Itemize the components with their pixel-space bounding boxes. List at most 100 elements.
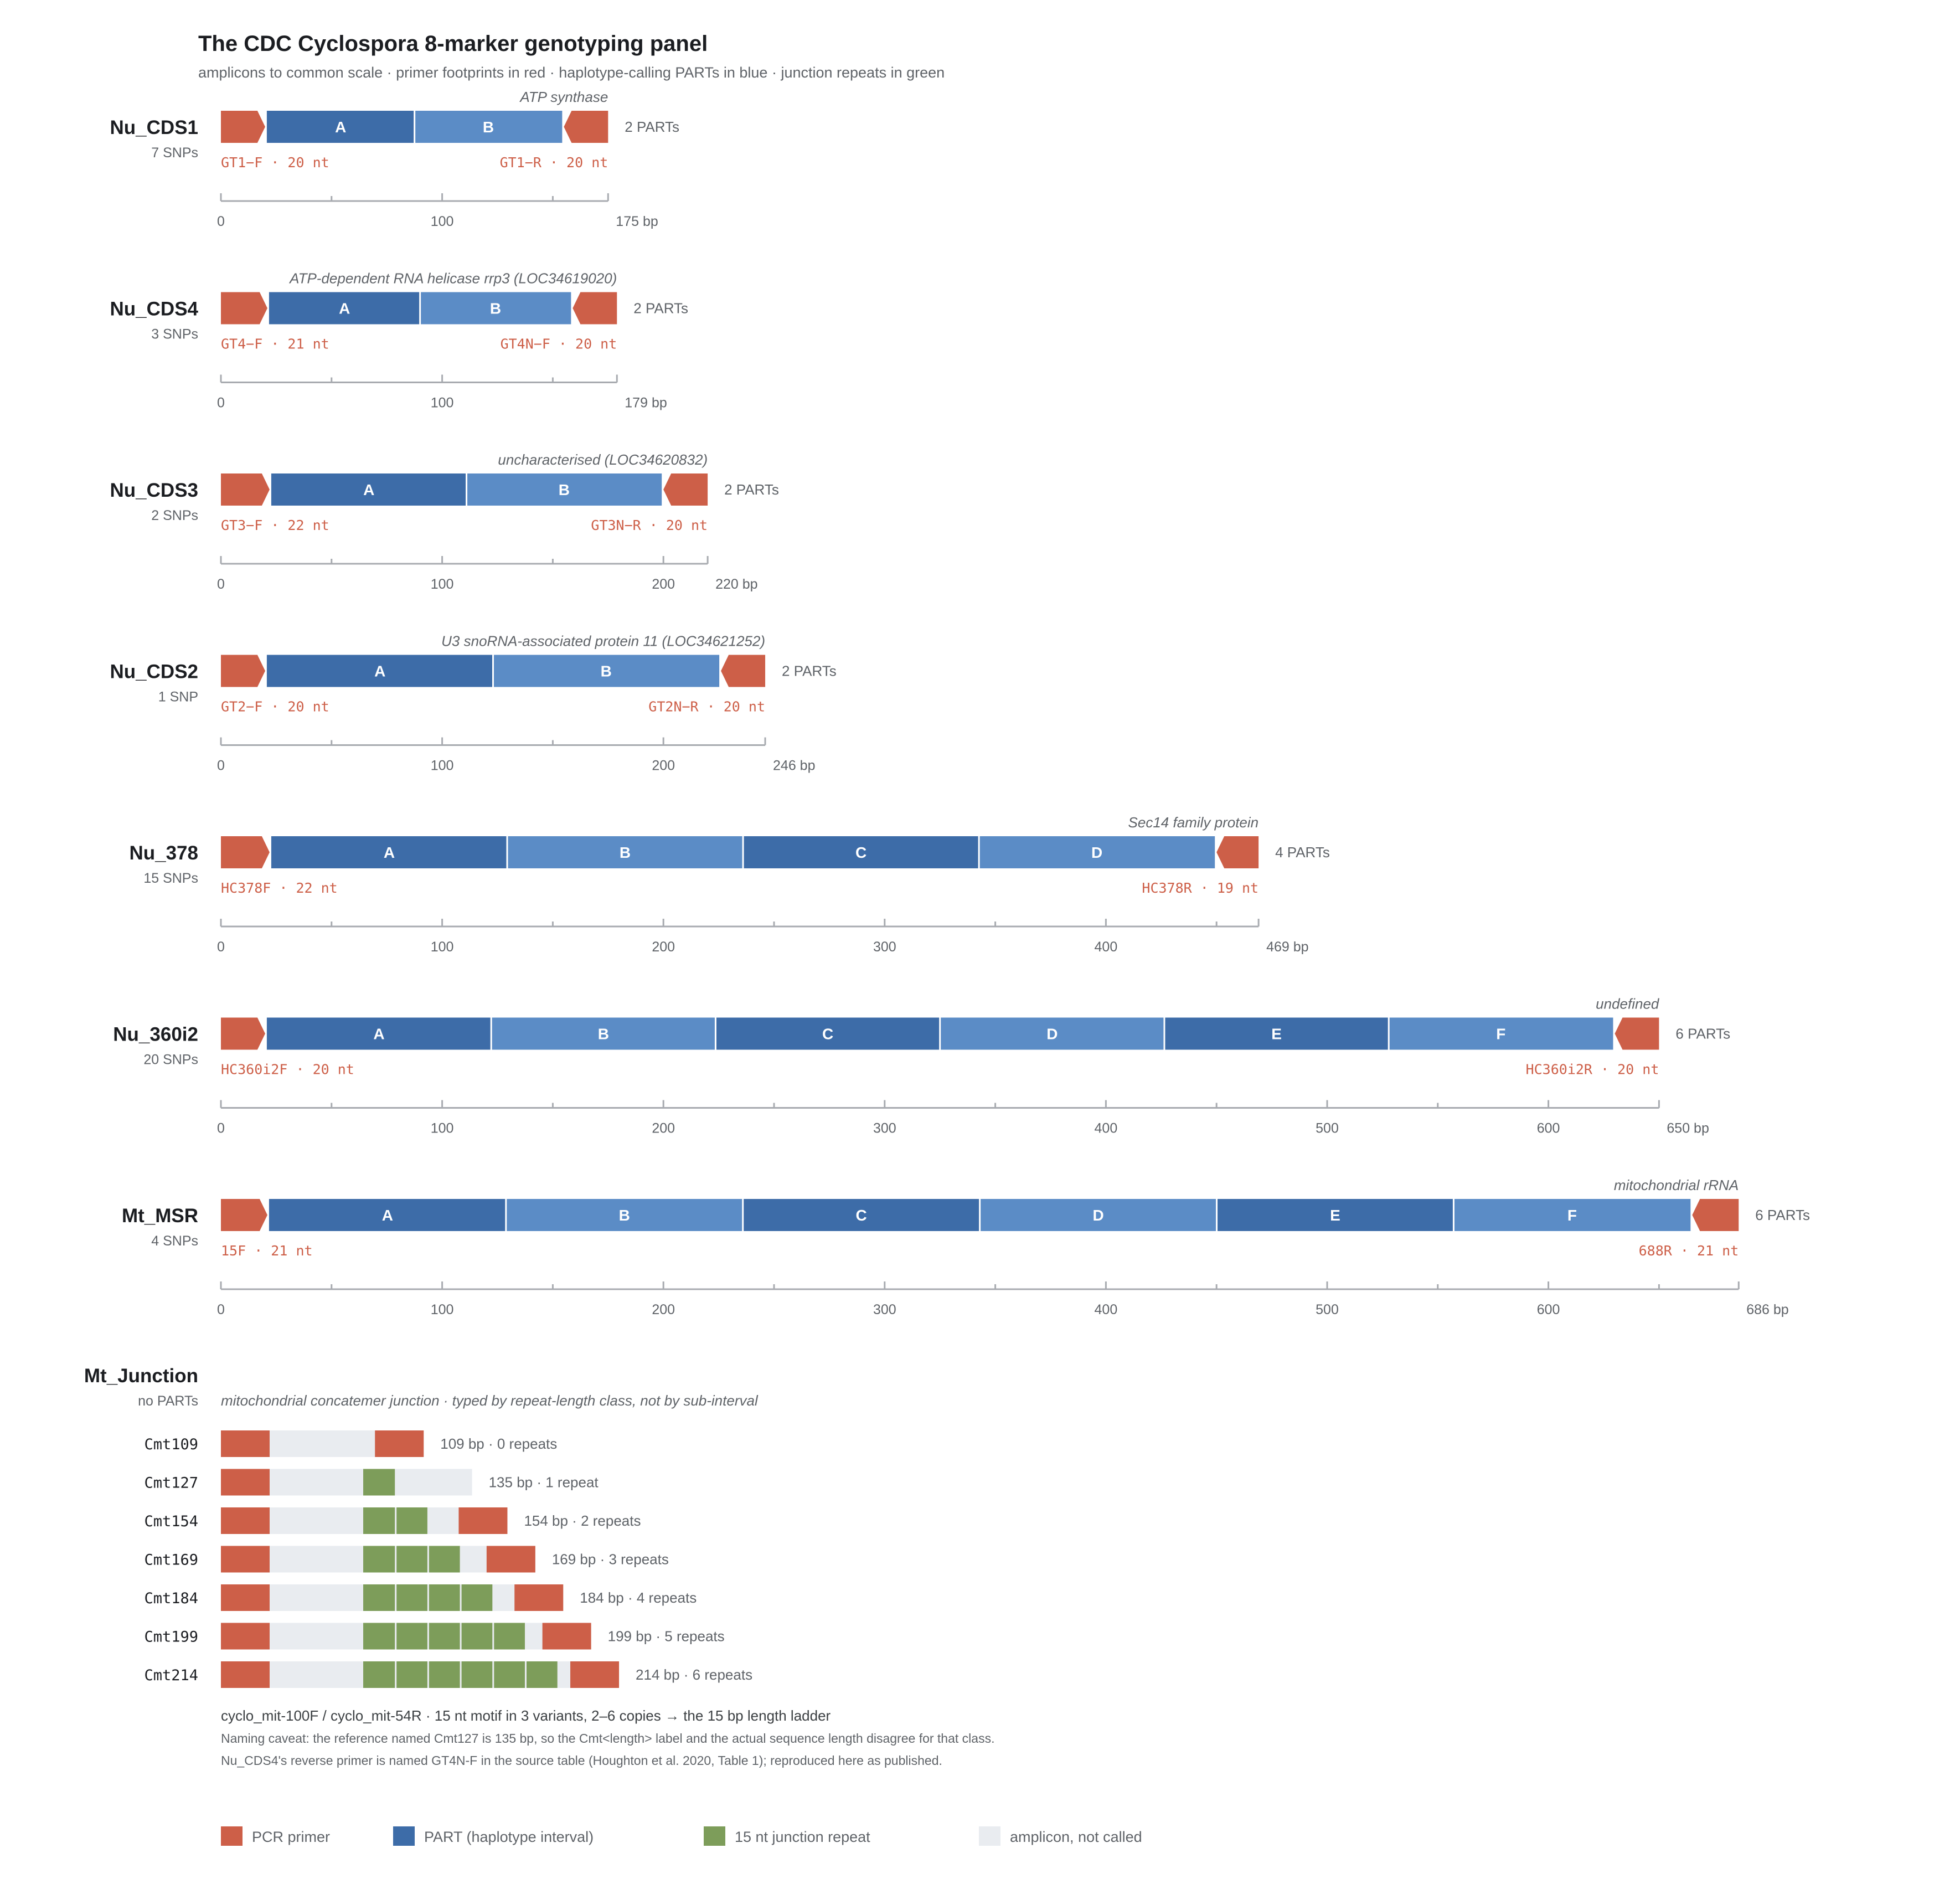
forward-primer [221, 1199, 267, 1231]
part-segment [979, 836, 1215, 868]
part-segment [266, 111, 414, 143]
tick-label: 100 [431, 395, 454, 411]
part-label: A [382, 1207, 393, 1224]
reverse-primer-label: HC378R · 19 nt [1142, 880, 1258, 896]
tick-label: 0 [217, 576, 225, 592]
part-segment [415, 111, 563, 143]
part-segment [269, 292, 420, 325]
gene-annotation: undefined [1596, 996, 1660, 1012]
part-label: B [598, 1026, 609, 1043]
forward-primer [221, 1661, 270, 1688]
junction-repeat [363, 1623, 395, 1650]
marker-name: Mt_MSR [122, 1205, 198, 1227]
junction-allele-row: Cmt199 199 bp · 5 repeats [144, 1623, 725, 1650]
reverse-primer [514, 1584, 564, 1611]
legend-label: PCR primer [252, 1829, 330, 1845]
parts-count: 4 PARTs [1275, 844, 1330, 861]
part-label: A [339, 300, 350, 317]
marker-name: Nu_CDS4 [110, 298, 199, 320]
junction-repeat [363, 1469, 395, 1496]
gene-annotation: ATP-dependent RNA helicase rrp3 (LOC3461… [288, 270, 617, 287]
part-label: A [373, 1026, 384, 1043]
figure-title: The CDC Cyclospora 8-marker genotyping p… [198, 32, 708, 56]
part-label: A [363, 481, 374, 498]
forward-primer [221, 292, 267, 325]
forward-primer [221, 1430, 270, 1457]
junction-repeat [429, 1546, 460, 1573]
part-label: A [384, 844, 395, 861]
reverse-primer [458, 1507, 508, 1534]
forward-primer [221, 655, 265, 687]
allele-size-label: 109 bp · 0 repeats [440, 1435, 557, 1452]
tick-label: 400 [1095, 1121, 1118, 1136]
tick-label: 400 [1095, 939, 1118, 955]
part-label: B [619, 1207, 630, 1224]
reverse-primer [570, 1661, 620, 1688]
figure-subtitle: amplicons to common scale · primer footp… [198, 64, 945, 81]
tick-label: 100 [431, 1302, 454, 1317]
junction-description: mitochondrial concatemer junction · type… [221, 1392, 759, 1409]
legend-item: PCR primer [221, 1826, 330, 1846]
amplicon-length-label: 175 bp [616, 214, 658, 229]
part-segment [744, 836, 978, 868]
forward-primer [221, 836, 270, 868]
marker-name: Nu_360i2 [113, 1024, 198, 1046]
junction-repeat [363, 1507, 395, 1534]
marker-name: Nu_CDS2 [110, 661, 198, 683]
junction-repeat [396, 1507, 427, 1534]
forward-primer-label: 15F · 21 nt [221, 1243, 313, 1259]
tick-label: 500 [1316, 1121, 1339, 1136]
part-segment [1165, 1017, 1388, 1050]
junction-note: Naming caveat: the reference named Cmt12… [221, 1731, 994, 1746]
tick-label: 100 [431, 1121, 454, 1136]
amplicon-length-label: 246 bp [773, 758, 815, 774]
allele-size-label: 154 bp · 2 repeats [524, 1512, 641, 1529]
marker-snp-count: 15 SNPs [143, 871, 198, 886]
junction-name: Mt_Junction [84, 1365, 198, 1387]
reverse-primer [663, 473, 708, 506]
legend-swatch [979, 1826, 1000, 1846]
allele-name: Cmt199 [144, 1629, 198, 1646]
tick-label: 0 [217, 214, 225, 229]
part-segment [744, 1199, 979, 1231]
forward-primer-label: GT2−F · 20 nt [221, 699, 329, 715]
amplicon-length-label: 220 bp [715, 576, 757, 592]
junction-allele-row: Cmt169 169 bp · 3 repeats [144, 1546, 669, 1573]
forward-primer [221, 1507, 270, 1534]
markers-layer: Nu_CDS1 7 SNPs ATP synthase A B 2 PARTs GT1−F … [110, 89, 1810, 1317]
allele-size-label: 135 bp · 1 repeat [489, 1474, 599, 1491]
forward-primer [221, 1469, 270, 1496]
legend-swatch [221, 1826, 243, 1846]
tick-label: 100 [431, 576, 454, 592]
marker-row: Mt_MSR 4 SNPs mitochondrial rRNA A B C D E F 6 PA… [122, 1177, 1810, 1317]
marker-snp-count: 3 SNPs [151, 327, 198, 342]
part-segment [271, 836, 507, 868]
part-segment [492, 1017, 715, 1050]
amplicon-length-label: 650 bp [1667, 1121, 1709, 1136]
part-label: B [620, 844, 631, 861]
part-segment [941, 1017, 1164, 1050]
part-label: B [601, 663, 612, 680]
allele-name: Cmt169 [144, 1552, 198, 1569]
forward-primer [221, 473, 270, 506]
marker-name: Nu_CDS1 [110, 117, 198, 138]
part-segment [269, 1199, 506, 1231]
gene-annotation: ATP synthase [519, 89, 608, 105]
junction-repeat [527, 1661, 558, 1688]
allele-size-label: 214 bp · 6 repeats [636, 1666, 752, 1683]
tick-label: 600 [1537, 1302, 1560, 1317]
part-label: C [856, 1207, 867, 1224]
marker-row: Nu_CDS3 2 SNPs uncharacterised (LOC3462083… [110, 451, 779, 592]
legend-label: amplicon, not called [1010, 1829, 1142, 1845]
allele-name: Cmt184 [144, 1590, 198, 1607]
allele-name: Cmt154 [144, 1513, 198, 1530]
reverse-primer [721, 655, 766, 687]
forward-primer-label: HC378F · 22 nt [221, 880, 338, 896]
marker-row: Nu_CDS4 3 SNPs ATP-dependent RNA helicase … [110, 270, 689, 411]
junction-repeat [363, 1584, 395, 1611]
part-label: B [559, 481, 570, 498]
parts-count: 2 PARTs [724, 481, 779, 498]
reverse-primer-label: GT4N−F · 20 nt [501, 336, 617, 352]
gene-annotation: uncharacterised (LOC34620832) [498, 451, 708, 468]
